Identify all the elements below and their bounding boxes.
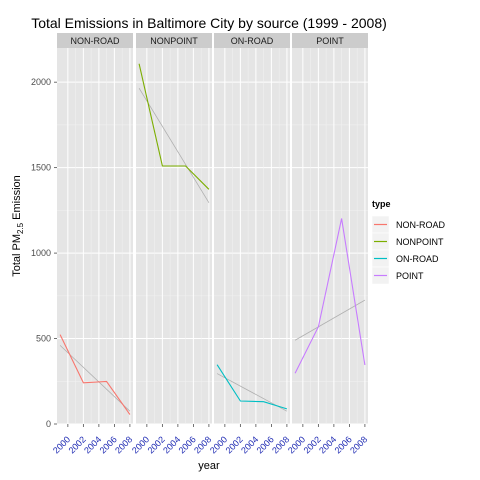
x-tick-label: 2008	[113, 434, 134, 455]
facet-strip-label: NONPOINT	[150, 36, 198, 46]
facet-strip	[214, 33, 290, 48]
trend-line	[59, 345, 131, 412]
y-tick-label: 500	[36, 334, 51, 344]
series-line-on-road	[216, 364, 288, 410]
legend-label-nonpoint: NONPOINT	[396, 237, 444, 247]
y-axis-label-main: Total PM	[11, 234, 23, 277]
y-axis-label-subscript: 2.5	[16, 222, 25, 234]
x-tick-label: 2008	[192, 434, 213, 455]
series-line-point	[294, 218, 366, 374]
chart-title: Total Emissions in Baltimore City by sou…	[31, 15, 387, 31]
panel-background	[136, 48, 212, 424]
y-tick-label: 0	[46, 419, 51, 429]
facet-strip-label: NON-ROAD	[71, 36, 120, 46]
panel-background	[214, 48, 290, 424]
legend-label-non-road: NON-ROAD	[396, 220, 445, 230]
legend: type NON-ROAD NONPOINT ON-ROAD POINT	[371, 199, 445, 285]
facet-panels: 0 500 1000 1500 2000NON-ROAD2000200220042006…	[31, 33, 369, 456]
facet-strip	[57, 33, 133, 48]
y-axis-label: Total PM2.5 Emission	[11, 175, 25, 277]
y-axis-label-suffix: Emission	[11, 175, 23, 223]
facet-strip-label: ON-ROAD	[231, 36, 274, 46]
legend-label-on-road: ON-ROAD	[396, 254, 439, 264]
x-tick-label: 2008	[270, 434, 291, 455]
legend-title: type	[372, 199, 391, 209]
y-tick-label: 2000	[31, 77, 51, 87]
series-line-nonpoint	[138, 63, 210, 190]
trend-line	[138, 87, 210, 203]
facet-strip	[136, 33, 212, 48]
panel-background	[292, 48, 368, 424]
x-tick-label: 2008	[348, 434, 369, 455]
series-line-non-road	[59, 334, 131, 415]
x-axis-label: year	[198, 460, 220, 472]
facet-strip	[292, 33, 368, 48]
facet-strip-label: POINT	[316, 36, 344, 46]
trend-line	[294, 299, 366, 341]
legend-label-point: POINT	[396, 271, 424, 281]
y-tick-label: 1000	[31, 248, 51, 258]
panel-background	[57, 48, 133, 424]
y-tick-label: 1500	[31, 163, 51, 173]
